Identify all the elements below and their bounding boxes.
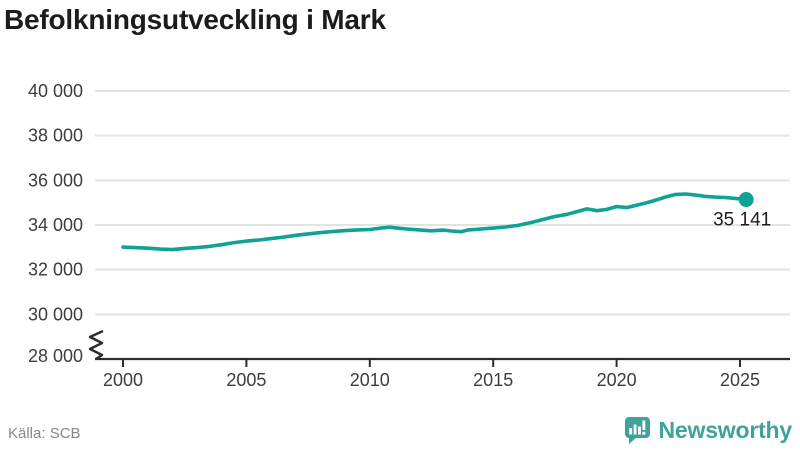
end-point-marker: [738, 192, 754, 208]
population-line: [121, 192, 749, 252]
axis-break-icon: [88, 329, 104, 360]
y-axis-tick-label: 36 000: [28, 170, 83, 190]
y-axis-tick-label: 34 000: [28, 215, 83, 235]
newsworthy-logo[interactable]: Newsworthy: [623, 416, 792, 444]
end-value-label: 35 141: [713, 210, 771, 231]
x-axis-tick-label: 2025: [720, 370, 760, 390]
y-axis-tick-label: 28 000: [28, 346, 83, 366]
y-axis-tick-label: 30 000: [28, 304, 83, 324]
y-axis-tick-label: 40 000: [28, 81, 83, 101]
x-axis-tick-label: 2015: [473, 370, 513, 390]
bar-chart-glyph: [628, 420, 645, 435]
y-axis-tick-label: 32 000: [28, 260, 83, 280]
y-axis-tick-label: 38 000: [28, 126, 83, 146]
x-axis-tick-label: 2000: [103, 370, 143, 390]
x-axis-tick-label: 2020: [597, 370, 637, 390]
source-label: Källa: SCB: [8, 425, 81, 442]
brand-name: Newsworthy: [658, 416, 793, 443]
x-axis-tick-label: 2005: [226, 370, 266, 390]
page-title: Befolkningsutveckling i Mark: [4, 4, 386, 35]
x-axis-tick-label: 2010: [350, 370, 390, 390]
newsworthy-speech-bubble-icon: [624, 417, 650, 444]
